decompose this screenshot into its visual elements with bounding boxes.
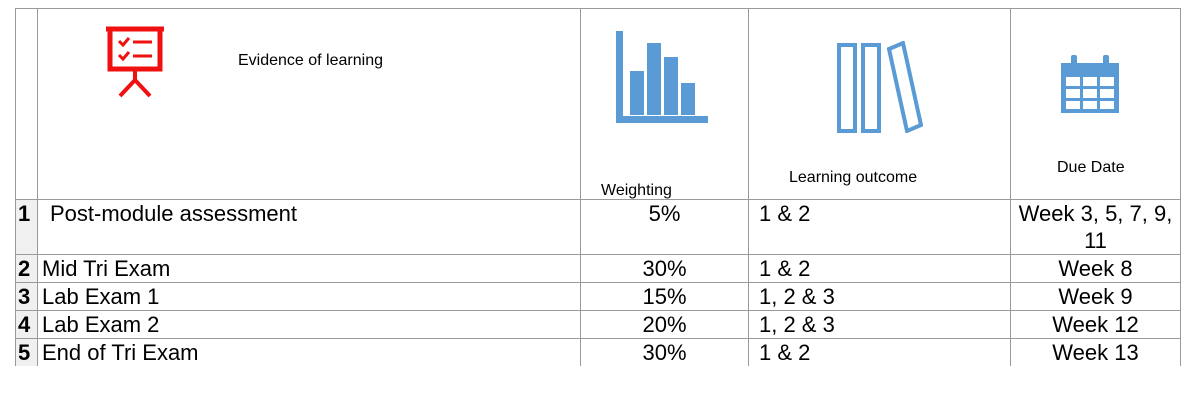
header-cell: Evidence of learning [37, 8, 581, 200]
table-row: 3 Lab Exam 1 15% 1, 2 & 3 Week 9 [15, 282, 1181, 311]
presentation-icon [106, 26, 164, 98]
table-row: 4 Lab Exam 2 20% 1, 2 & 3 Week 12 [15, 310, 1181, 339]
learning-outcome-cell: 1 & 2 [748, 254, 1011, 283]
row-number-cell: 2 [15, 254, 38, 283]
due-date-cell: Week 3, 5, 7, 9, 11 [1010, 199, 1181, 255]
learning-outcome-cell: 1 & 2 [748, 199, 1011, 255]
row-number-cell: 1 [15, 199, 38, 255]
weighting-cell: 20% [580, 310, 749, 339]
header-cell [15, 8, 38, 200]
calendar-icon [1061, 55, 1119, 113]
due-date-cell: Week 8 [1010, 254, 1181, 283]
table-row: 2 Mid Tri Exam 30% 1 & 2 Week 8 [15, 254, 1181, 283]
weighting-label: Weighting [601, 182, 672, 199]
table-row: 5 End of Tri Exam 30% 1 & 2 Week 13 [15, 338, 1181, 366]
header-cell: Due Date [1010, 8, 1181, 200]
header-row: Evidence of learning Weighting Learning … [15, 8, 1181, 200]
evidence-cell: Post-module assessment [37, 199, 581, 255]
weighting-cell: 30% [580, 254, 749, 283]
weighting-cell: 15% [580, 282, 749, 311]
evidence-label: Evidence of learning [238, 52, 383, 69]
table-row: 1 Post-module assessment 5% 1 & 2 Week 3, 5,… [15, 199, 1181, 255]
books-icon [837, 41, 923, 133]
weighting-cell: 30% [580, 338, 749, 366]
learning-outcome-cell: 1, 2 & 3 [748, 282, 1011, 311]
bar-chart-icon [616, 31, 708, 123]
evidence-cell: Lab Exam 2 [37, 310, 581, 339]
evidence-cell: Lab Exam 1 [37, 282, 581, 311]
learning-outcome-cell: 1 & 2 [748, 338, 1011, 366]
weighting-cell: 5% [580, 199, 749, 255]
row-number-cell: 4 [15, 310, 38, 339]
assessment-table: Evidence of learning Weighting Learning … [15, 8, 1181, 366]
row-number-cell: 3 [15, 282, 38, 311]
due-date-label: Due Date [1057, 159, 1125, 176]
evidence-cell: Mid Tri Exam [37, 254, 581, 283]
due-date-cell: Week 9 [1010, 282, 1181, 311]
row-number-cell: 5 [15, 338, 38, 366]
learning-outcome-label: Learning outcome [789, 169, 918, 186]
header-cell: Learning outcome [748, 8, 1011, 200]
due-date-cell: Week 13 [1010, 338, 1181, 366]
learning-outcome-cell: 1, 2 & 3 [748, 310, 1011, 339]
evidence-cell: End of Tri Exam [37, 338, 581, 366]
due-date-cell: Week 12 [1010, 310, 1181, 339]
header-cell: Weighting [580, 8, 749, 200]
